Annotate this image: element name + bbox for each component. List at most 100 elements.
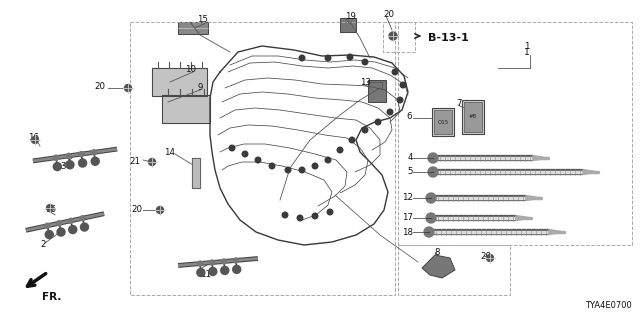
- Text: 11: 11: [200, 270, 211, 279]
- Bar: [178, 22, 208, 34]
- Circle shape: [426, 193, 436, 203]
- Circle shape: [285, 167, 291, 173]
- Text: O15: O15: [437, 119, 449, 124]
- Text: 3: 3: [60, 162, 65, 171]
- Circle shape: [389, 32, 397, 40]
- Circle shape: [54, 155, 59, 160]
- Circle shape: [349, 137, 355, 143]
- Text: 12: 12: [402, 193, 413, 202]
- Circle shape: [47, 204, 54, 212]
- Circle shape: [400, 82, 406, 88]
- Text: 15: 15: [197, 15, 208, 24]
- Circle shape: [242, 151, 248, 157]
- Circle shape: [327, 209, 333, 215]
- Text: #8: #8: [469, 115, 477, 119]
- Circle shape: [66, 161, 74, 169]
- Circle shape: [81, 223, 88, 231]
- Text: 9: 9: [198, 83, 203, 92]
- Circle shape: [347, 54, 353, 60]
- Circle shape: [229, 145, 235, 151]
- Circle shape: [31, 137, 38, 143]
- Circle shape: [221, 259, 227, 264]
- Circle shape: [45, 223, 50, 228]
- Text: 16: 16: [28, 133, 39, 142]
- Circle shape: [300, 167, 305, 173]
- Text: 6: 6: [406, 112, 412, 121]
- Circle shape: [392, 69, 398, 75]
- Circle shape: [233, 265, 241, 273]
- Circle shape: [157, 206, 163, 213]
- Circle shape: [312, 163, 318, 169]
- Circle shape: [255, 157, 261, 163]
- Circle shape: [312, 213, 318, 219]
- Text: 20: 20: [94, 82, 105, 91]
- Text: 21: 21: [129, 157, 140, 166]
- Circle shape: [362, 127, 368, 133]
- Text: FR.: FR.: [42, 292, 61, 302]
- Circle shape: [80, 216, 85, 221]
- Text: B-13-1: B-13-1: [428, 33, 468, 43]
- Circle shape: [209, 268, 217, 276]
- Polygon shape: [422, 255, 455, 278]
- Text: 20: 20: [480, 252, 491, 261]
- Bar: [340, 18, 356, 32]
- Polygon shape: [583, 170, 598, 174]
- Text: 13: 13: [360, 78, 371, 87]
- Polygon shape: [533, 156, 548, 161]
- Circle shape: [68, 218, 74, 223]
- Circle shape: [209, 260, 214, 265]
- Text: 10: 10: [185, 65, 196, 74]
- Circle shape: [234, 258, 239, 263]
- Circle shape: [325, 157, 331, 163]
- Polygon shape: [516, 215, 531, 220]
- Circle shape: [375, 119, 381, 125]
- Circle shape: [269, 163, 275, 169]
- Circle shape: [387, 109, 393, 115]
- Text: 20: 20: [383, 10, 394, 19]
- Circle shape: [197, 268, 205, 276]
- Circle shape: [221, 267, 228, 275]
- Polygon shape: [152, 68, 207, 96]
- Circle shape: [91, 157, 99, 165]
- Text: 5: 5: [408, 167, 413, 176]
- Text: 1: 1: [524, 42, 529, 51]
- Circle shape: [426, 213, 436, 223]
- Bar: [462, 100, 484, 134]
- Polygon shape: [162, 95, 210, 123]
- Circle shape: [79, 159, 86, 167]
- Polygon shape: [526, 196, 541, 201]
- Circle shape: [424, 227, 434, 237]
- Text: TYA4E0700: TYA4E0700: [585, 301, 632, 310]
- Text: 2: 2: [40, 240, 45, 249]
- Polygon shape: [549, 229, 564, 235]
- Text: 1: 1: [524, 48, 530, 57]
- Circle shape: [45, 230, 53, 238]
- Text: 18: 18: [402, 228, 413, 237]
- Circle shape: [428, 153, 438, 163]
- Text: 19: 19: [345, 12, 356, 21]
- Bar: [434, 110, 452, 134]
- Circle shape: [56, 221, 61, 226]
- Text: 20: 20: [131, 205, 142, 214]
- Circle shape: [297, 215, 303, 221]
- Circle shape: [148, 158, 156, 165]
- Bar: [432, 108, 454, 136]
- Text: 4: 4: [408, 153, 413, 162]
- Circle shape: [362, 59, 368, 65]
- Circle shape: [486, 254, 493, 261]
- Text: 8: 8: [434, 248, 440, 257]
- Polygon shape: [192, 158, 200, 188]
- Circle shape: [282, 212, 288, 218]
- Circle shape: [337, 147, 343, 153]
- Circle shape: [79, 152, 84, 156]
- Text: 16: 16: [45, 205, 56, 214]
- Text: 14: 14: [164, 148, 175, 157]
- Circle shape: [300, 55, 305, 61]
- Bar: [368, 80, 386, 102]
- Circle shape: [125, 84, 131, 92]
- Circle shape: [397, 97, 403, 103]
- Circle shape: [92, 150, 97, 155]
- Circle shape: [68, 226, 77, 234]
- Circle shape: [66, 153, 71, 158]
- Bar: [464, 102, 482, 132]
